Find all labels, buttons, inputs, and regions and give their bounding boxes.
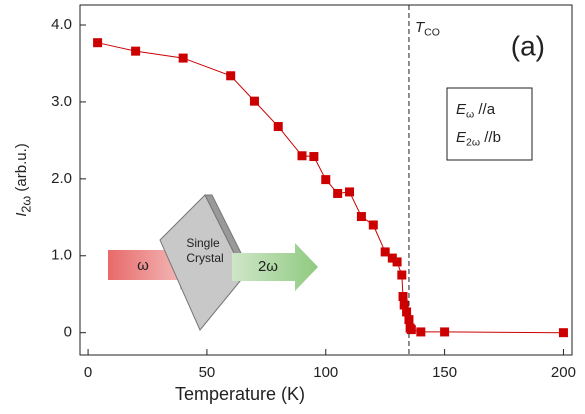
x-tick-label: 150 — [432, 364, 457, 381]
crystal-label: Single — [186, 236, 220, 250]
data-point — [404, 315, 414, 325]
data-point — [321, 175, 331, 185]
y-axis-label-sub: 2ω — [20, 196, 34, 213]
y-axis-label-rest: (arb.u.) — [13, 143, 30, 196]
y-tick-label: 1.0 — [51, 247, 72, 264]
x-tick-label: 0 — [84, 364, 92, 381]
data-point — [131, 46, 141, 56]
legend-entry-sub: 2ω — [466, 136, 480, 148]
x-axis-label: Temperature (K) — [175, 384, 305, 404]
data-point — [93, 38, 103, 48]
data-point — [398, 292, 408, 302]
data-point — [387, 253, 397, 263]
reference-label-main: T — [415, 19, 426, 36]
data-point — [226, 71, 236, 81]
data-point — [178, 53, 188, 63]
legend-entry-rest: //b — [480, 129, 501, 146]
data-point — [558, 328, 568, 338]
y-tick-label: 2.0 — [51, 170, 72, 187]
y-axis-label: I2ω (arb.u.) — [13, 143, 34, 217]
x-tick-label: 50 — [199, 364, 216, 381]
x-tick-label: 100 — [313, 364, 338, 381]
data-point — [406, 325, 416, 335]
legend-entry-sub: ω — [466, 108, 474, 120]
legend-entry-main: E — [456, 129, 467, 146]
legend-entry-main: E — [456, 101, 467, 118]
data-point — [392, 257, 402, 267]
data-line — [97, 42, 564, 334]
legend-entry-rest: //a — [474, 101, 496, 118]
data-point — [273, 122, 283, 132]
inset: ω Single Crystal 2ω — [108, 194, 318, 331]
reference-label-sub: CO — [424, 26, 440, 38]
y-tick-label: 3.0 — [51, 93, 72, 110]
data-point — [333, 188, 343, 198]
y-tick-label: 4.0 — [51, 16, 72, 33]
data-point — [440, 327, 450, 337]
data-point — [356, 212, 366, 222]
data-point — [368, 220, 378, 230]
output-label: 2ω — [258, 258, 278, 275]
legend-box — [446, 87, 533, 161]
panel-label: (a) — [511, 30, 545, 61]
output-arrow — [232, 243, 318, 291]
data-point — [380, 247, 390, 257]
data-point — [416, 327, 426, 337]
y-tick-label: 0 — [64, 324, 72, 341]
data-point — [309, 152, 319, 162]
data-point — [297, 151, 307, 161]
legend-entry: E2ω //b — [456, 129, 501, 148]
x-tick-label: 200 — [551, 364, 576, 381]
data-point — [345, 187, 355, 197]
data-point — [402, 307, 412, 317]
crystal-label: Crystal — [186, 251, 223, 265]
y-axis-label-main: I — [13, 213, 30, 217]
input-label: ω — [137, 257, 149, 274]
legend-entry: Eω //a — [456, 101, 496, 120]
data-point — [397, 270, 407, 280]
data-point — [249, 96, 259, 106]
data-point — [399, 300, 409, 310]
reference-label: TCO — [415, 19, 440, 38]
